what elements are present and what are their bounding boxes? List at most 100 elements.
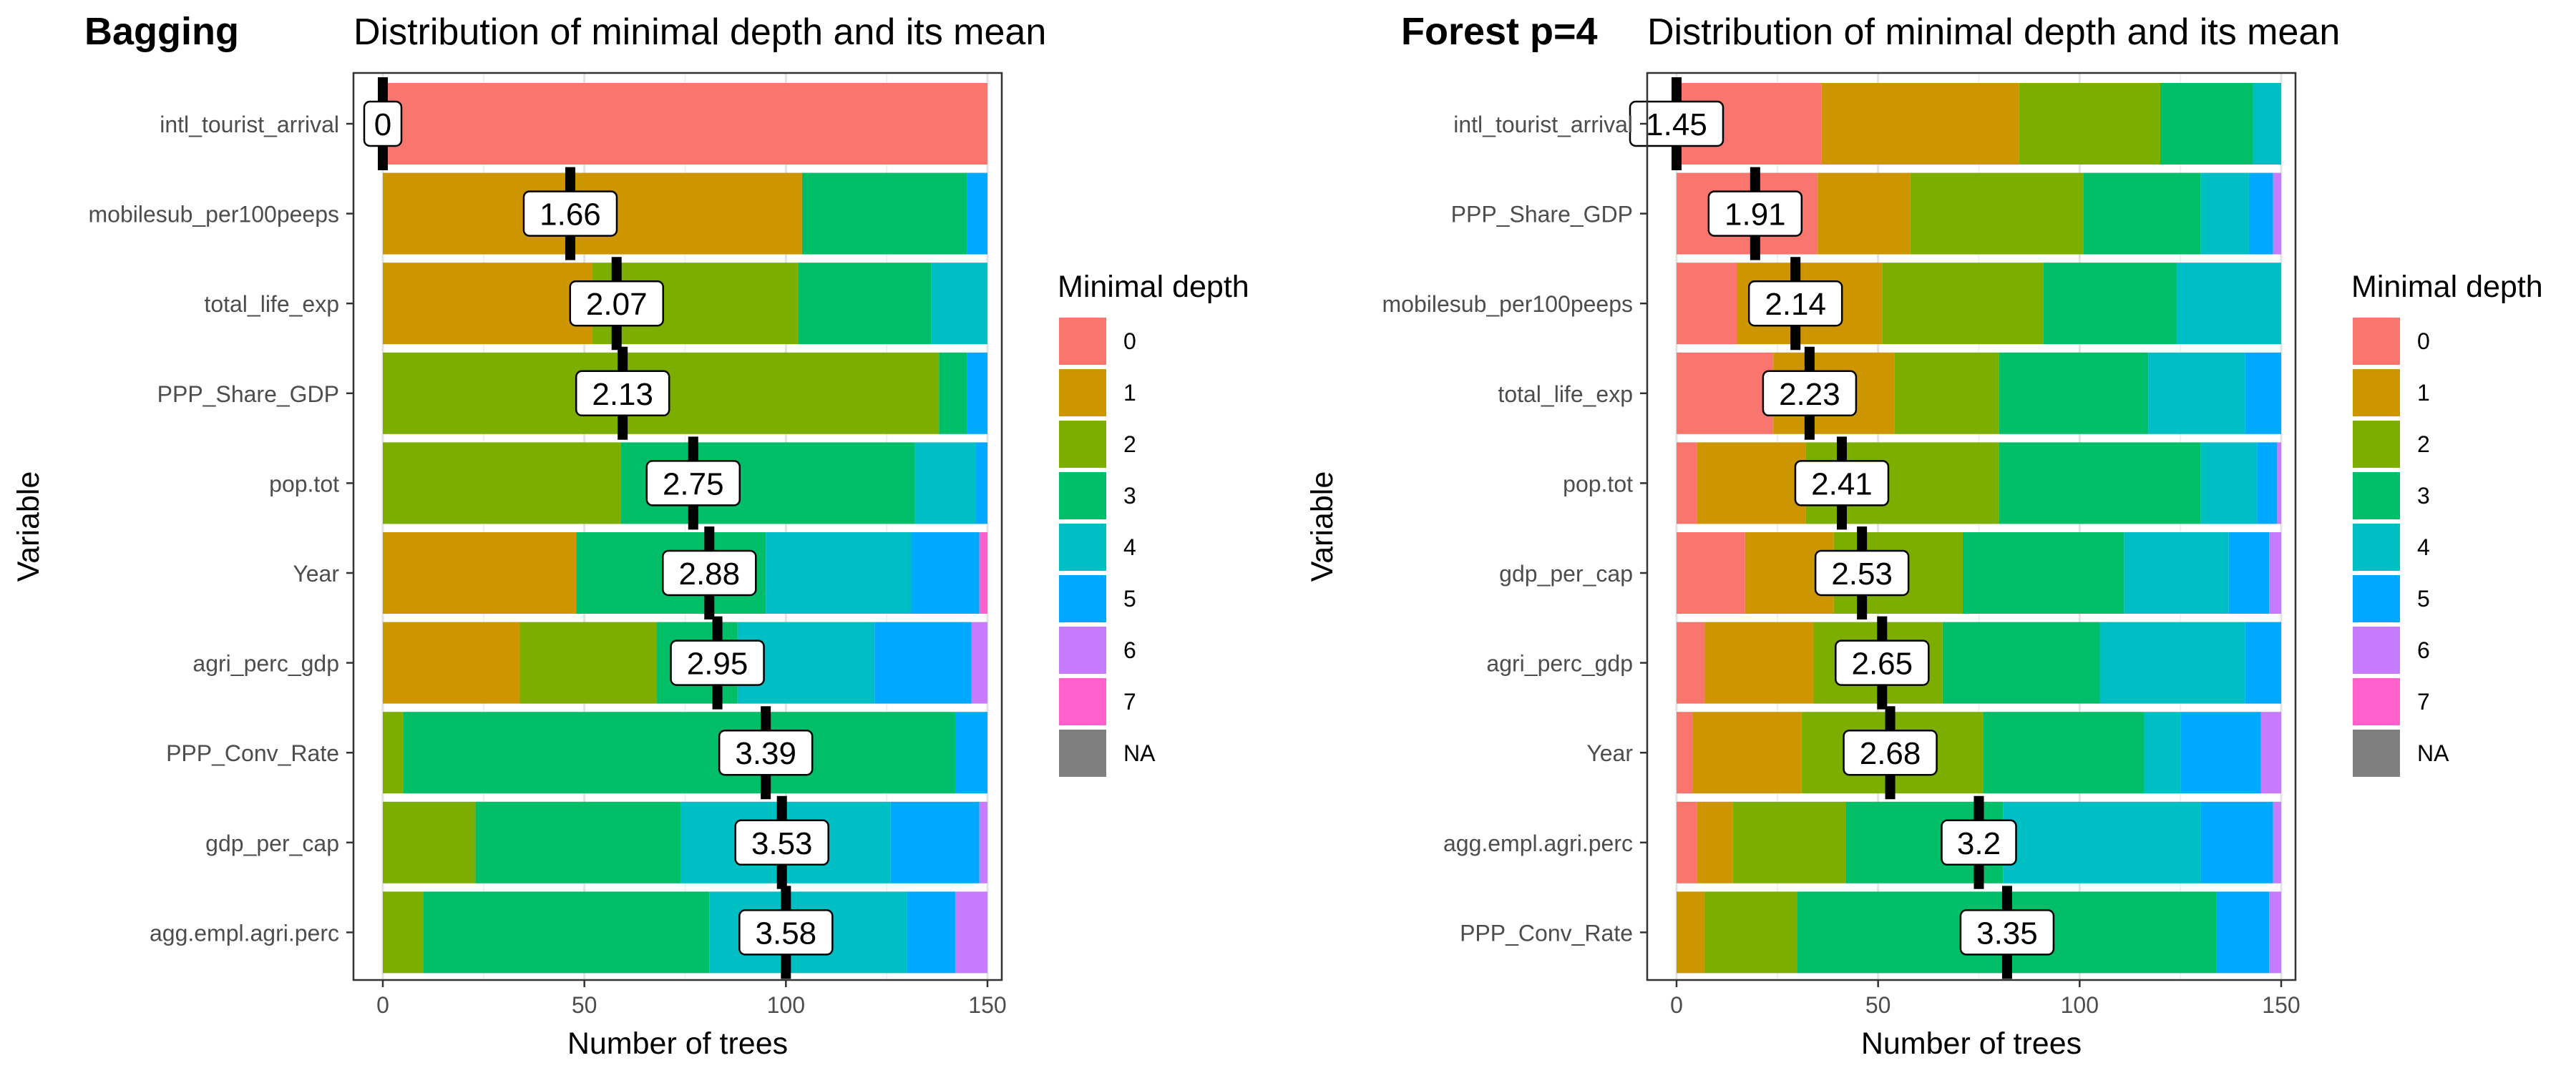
y-tick-label: intl_tourist_arrival: [1453, 112, 1633, 137]
y-axis-title: Variable: [1305, 471, 1340, 582]
bar-segment-depth-2: [383, 801, 476, 883]
legend-key: [2353, 421, 2400, 468]
bar-segment-depth-0: [1677, 442, 1697, 524]
bar-segment-depth-3: [403, 712, 955, 794]
bar-segment-depth-4: [766, 532, 911, 614]
bar-segment-depth-5: [910, 532, 980, 614]
legend-label: NA: [2417, 740, 2449, 766]
y-tick-label: PPP_Conv_Rate: [1460, 920, 1633, 946]
chart-panel-forest: 1.45 intl_tourist_arrival 1.91 PPP_Share_GD…: [1305, 10, 2543, 1061]
mean-label: 2.53: [1831, 557, 1893, 592]
bar-segment-depth-6: [2273, 801, 2281, 883]
bar-segment-depth-2: [1882, 263, 2044, 345]
legend: Minimal depth 0 1 2 3 4 5 6 7 NA: [1058, 270, 1249, 777]
mean-label-box: [670, 640, 765, 686]
legend-key: [1059, 678, 1106, 725]
y-tick-label: mobilesub_per100peeps: [89, 202, 339, 227]
bar-segment-depth-6: [979, 801, 987, 883]
legend-key: [2353, 524, 2400, 571]
x-tick-label: 150: [2262, 992, 2300, 1018]
y-tick-label: total_life_exp: [1498, 381, 1633, 407]
mean-label: 2.41: [1811, 466, 1873, 501]
x-tick-label: 150: [968, 992, 1006, 1018]
legend-key: [1059, 369, 1106, 416]
legend-label: 5: [2417, 586, 2430, 612]
mean-label: 2.88: [678, 557, 740, 592]
legend-title: Minimal depth: [2351, 270, 2543, 304]
plot-border: [352, 72, 1003, 981]
mean-label: 2.07: [586, 287, 648, 322]
chart-panel-bagging: 0 intl_tourist_arrival 1.66 mobilesub_per10…: [11, 10, 1249, 1061]
mean-label: 1.45: [1646, 107, 1707, 142]
y-tick-label: PPP_Conv_Rate: [166, 740, 339, 766]
x-tick-label: 0: [376, 992, 389, 1018]
bar-segment-depth-1: [1704, 622, 1814, 704]
bar-segment-depth-5: [2180, 712, 2261, 794]
bar-segment-depth-5: [967, 352, 987, 434]
mean-label-box: [575, 370, 670, 417]
mean-label-box: [1835, 640, 1930, 686]
mean-label-box: [363, 100, 403, 147]
legend-key: [1059, 575, 1106, 622]
bar-segment-depth-5: [2245, 352, 2281, 434]
bar-segment-depth-5: [2248, 172, 2273, 255]
y-tick-label: agg.empl.agri.perc: [1443, 831, 1633, 856]
bar-segment-depth-0: [1677, 801, 1697, 883]
bar-segment-depth-3: [1983, 712, 2145, 794]
mean-label: 1.91: [1724, 197, 1786, 232]
bar-segment-depth-5: [907, 891, 955, 974]
y-tick-label: Year: [293, 561, 339, 587]
bar-segment-depth-4: [2003, 801, 2201, 883]
mean-label: 1.66: [540, 197, 601, 232]
mean-label-box: [1707, 190, 1803, 237]
x-tick-label: 0: [1670, 992, 1683, 1018]
mean-label-box: [738, 909, 834, 956]
mean-label: 3.2: [1957, 826, 2001, 861]
bar-segment-depth-1: [1697, 442, 1806, 524]
mean-label-box: [1814, 549, 1910, 597]
legend-key: [2353, 472, 2400, 519]
bar-segment-depth-2: [383, 442, 621, 524]
bar-segment-depth-6: [2260, 712, 2281, 794]
legend-key: [1059, 421, 1106, 468]
bar-segment-depth-4: [2253, 83, 2281, 165]
legend-label: 0: [1123, 328, 1136, 354]
legend-label: 0: [2417, 328, 2430, 354]
panel-tag: Bagging: [84, 10, 239, 53]
legend-key: [1059, 627, 1106, 674]
mean-label: 3.53: [751, 826, 813, 861]
y-tick-label: PPP_Share_GDP: [157, 381, 339, 407]
bar-segment-depth-4: [931, 263, 987, 345]
bar-segment-depth-6: [2269, 532, 2281, 614]
legend: Minimal depth 0 1 2 3 4 5 6 7 NA: [2351, 270, 2543, 777]
bar-segment-depth-3: [2043, 263, 2177, 345]
x-tick-label: 100: [767, 992, 805, 1018]
x-tick-label: 50: [1865, 992, 1891, 1018]
legend-key: [2353, 575, 2400, 622]
mean-label-box: [1629, 100, 1724, 147]
y-axis-title: Variable: [11, 471, 46, 582]
mean-label-box: [1762, 370, 1858, 417]
bar-segment-depth-0: [383, 83, 987, 165]
x-tick-label: 100: [2061, 992, 2099, 1018]
legend-label: NA: [1123, 740, 1156, 766]
bar-segment-depth-6: [2277, 442, 2281, 524]
bar-segment-depth-0: [1677, 622, 1705, 704]
legend-label: 1: [2417, 380, 2430, 406]
bar-segment-depth-5: [2257, 442, 2278, 524]
bar-segment-depth-5: [874, 622, 972, 704]
panel-tag: Forest p=4: [1401, 10, 1598, 53]
bar-segment-depth-3: [423, 891, 710, 974]
mean-label-box: [1843, 729, 1938, 776]
bar-segment-depth-1: [383, 263, 592, 345]
mean-label: 2.23: [1779, 377, 1840, 412]
mean-label: 2.95: [687, 647, 748, 682]
mean-label-box: [718, 729, 814, 776]
bar-segment-depth-2: [1704, 891, 1797, 974]
legend-label: 6: [2417, 637, 2430, 663]
mean-label-box: [734, 819, 829, 866]
mean-label: 2.14: [1765, 287, 1826, 322]
y-tick-label: gdp_per_cap: [205, 831, 339, 856]
mean-label: 3.58: [756, 916, 817, 951]
